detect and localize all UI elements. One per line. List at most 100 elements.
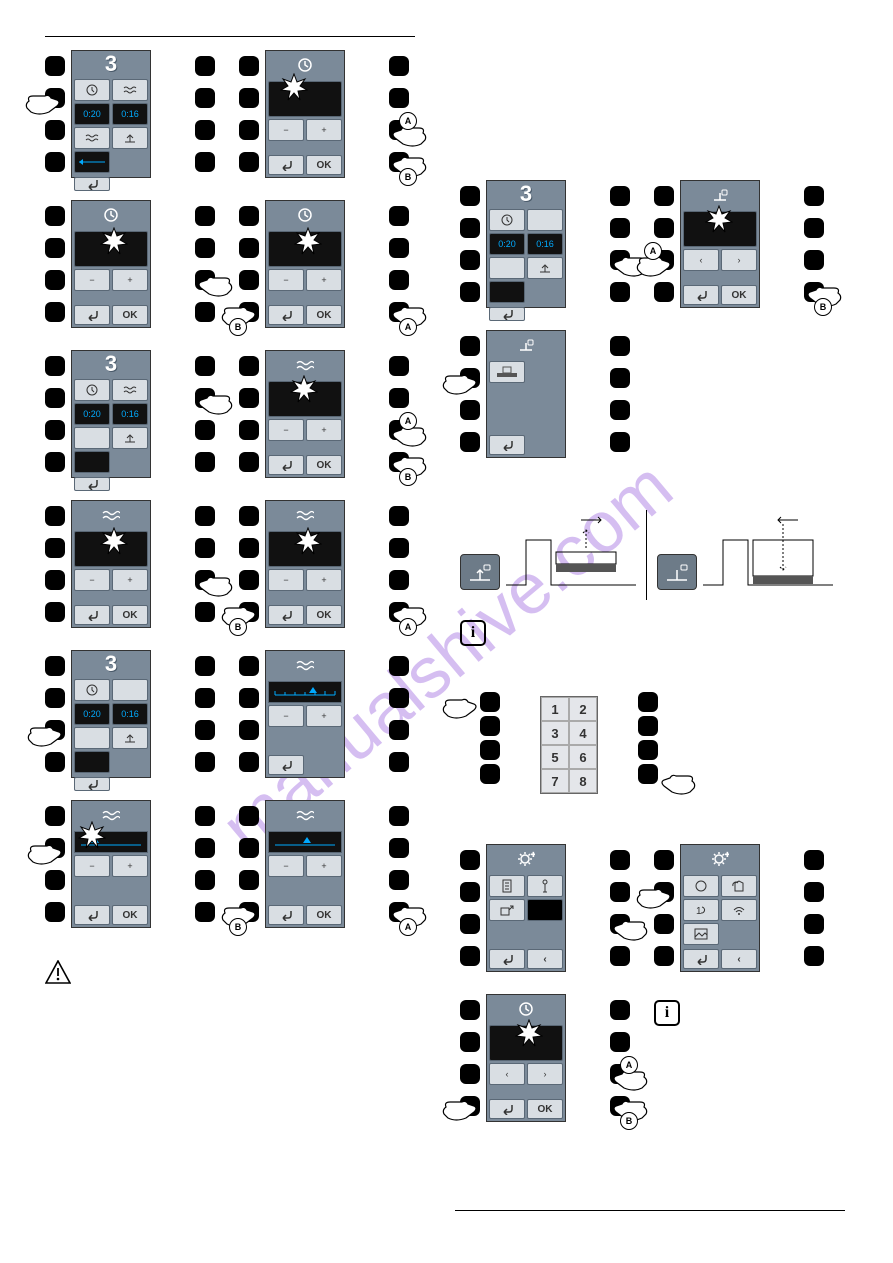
ok-button[interactable]: OK	[306, 605, 342, 625]
side-btn[interactable]	[480, 716, 500, 736]
side-btn[interactable]	[654, 914, 674, 934]
back-button[interactable]	[268, 305, 304, 325]
side-btn[interactable]	[389, 238, 409, 258]
side-btn[interactable]	[389, 538, 409, 558]
side-btn[interactable]	[239, 206, 259, 226]
side-btn[interactable]	[389, 570, 409, 590]
side-btn[interactable]	[460, 1064, 480, 1084]
back-button[interactable]	[74, 177, 110, 191]
side-btn[interactable]	[239, 388, 259, 408]
side-btn[interactable]	[239, 838, 259, 858]
side-btn[interactable]	[239, 656, 259, 676]
side-btn[interactable]	[195, 656, 215, 676]
back-button[interactable]	[489, 1099, 525, 1119]
minus-button[interactable]: −	[74, 855, 110, 877]
side-btn[interactable]	[389, 806, 409, 826]
minus-button[interactable]: −	[268, 855, 304, 877]
side-btn[interactable]	[610, 946, 630, 966]
side-btn[interactable]	[239, 506, 259, 526]
side-btn[interactable]	[610, 282, 630, 302]
side-btn[interactable]	[195, 56, 215, 76]
side-btn[interactable]	[195, 838, 215, 858]
side-btn[interactable]	[195, 206, 215, 226]
side-btn[interactable]	[610, 186, 630, 206]
side-btn[interactable]	[460, 218, 480, 238]
side-btn[interactable]	[389, 506, 409, 526]
back-button[interactable]	[683, 285, 719, 305]
back-button[interactable]	[268, 755, 304, 775]
side-btn[interactable]	[239, 452, 259, 472]
ok-button[interactable]: OK	[527, 1099, 563, 1119]
side-btn[interactable]	[195, 870, 215, 890]
back-button[interactable]	[268, 605, 304, 625]
left-button[interactable]: ‹	[721, 949, 757, 969]
side-btn[interactable]	[239, 570, 259, 590]
side-btn[interactable]	[195, 420, 215, 440]
side-btn[interactable]	[239, 238, 259, 258]
side-btn[interactable]	[610, 368, 630, 388]
back-button[interactable]	[268, 905, 304, 925]
side-btn[interactable]	[804, 882, 824, 902]
left-button[interactable]: ‹	[683, 249, 719, 271]
side-btn[interactable]	[239, 152, 259, 172]
side-btn[interactable]	[195, 538, 215, 558]
key-6[interactable]: 6	[569, 745, 597, 769]
left-button[interactable]: ‹	[527, 949, 563, 969]
side-btn[interactable]	[389, 270, 409, 290]
back-button[interactable]	[268, 455, 304, 475]
side-btn[interactable]	[45, 602, 65, 622]
side-btn[interactable]	[239, 870, 259, 890]
side-btn[interactable]	[610, 336, 630, 356]
side-btn[interactable]	[239, 720, 259, 740]
minus-button[interactable]: −	[74, 569, 110, 591]
side-btn[interactable]	[654, 946, 674, 966]
back-button[interactable]	[489, 949, 525, 969]
side-btn[interactable]	[389, 88, 409, 108]
side-btn[interactable]	[45, 452, 65, 472]
side-btn[interactable]	[610, 882, 630, 902]
side-btn[interactable]	[195, 602, 215, 622]
side-btn[interactable]	[804, 186, 824, 206]
side-btn[interactable]	[239, 270, 259, 290]
back-button[interactable]	[683, 949, 719, 969]
side-btn[interactable]	[195, 302, 215, 322]
side-btn[interactable]	[610, 1000, 630, 1020]
side-btn[interactable]	[45, 538, 65, 558]
ok-button[interactable]: OK	[306, 905, 342, 925]
plus-button[interactable]: +	[112, 269, 148, 291]
side-btn[interactable]	[195, 356, 215, 376]
side-btn[interactable]	[45, 570, 65, 590]
side-btn[interactable]	[804, 218, 824, 238]
minus-button[interactable]: −	[268, 119, 304, 141]
side-btn[interactable]	[654, 282, 674, 302]
back-button[interactable]	[268, 155, 304, 175]
key-1[interactable]: 1	[541, 697, 569, 721]
side-btn[interactable]	[480, 764, 500, 784]
ok-button[interactable]: OK	[306, 455, 342, 475]
side-btn[interactable]	[195, 902, 215, 922]
side-btn[interactable]	[239, 752, 259, 772]
back-button[interactable]	[74, 477, 110, 491]
side-btn[interactable]	[389, 870, 409, 890]
side-btn[interactable]	[460, 946, 480, 966]
side-btn[interactable]	[638, 716, 658, 736]
side-btn[interactable]	[45, 120, 65, 140]
side-btn[interactable]	[638, 764, 658, 784]
side-btn[interactable]	[460, 882, 480, 902]
side-btn[interactable]	[195, 152, 215, 172]
side-btn[interactable]	[460, 914, 480, 934]
plus-button[interactable]: +	[306, 855, 342, 877]
minus-button[interactable]: −	[268, 705, 304, 727]
side-btn[interactable]	[45, 388, 65, 408]
side-btn[interactable]	[239, 538, 259, 558]
side-btn[interactable]	[389, 720, 409, 740]
side-btn[interactable]	[804, 946, 824, 966]
side-btn[interactable]	[195, 688, 215, 708]
ok-button[interactable]: OK	[306, 305, 342, 325]
side-btn[interactable]	[804, 850, 824, 870]
side-btn[interactable]	[45, 506, 65, 526]
side-btn[interactable]	[239, 56, 259, 76]
side-btn[interactable]	[45, 56, 65, 76]
side-btn[interactable]	[460, 850, 480, 870]
side-btn[interactable]	[460, 1000, 480, 1020]
